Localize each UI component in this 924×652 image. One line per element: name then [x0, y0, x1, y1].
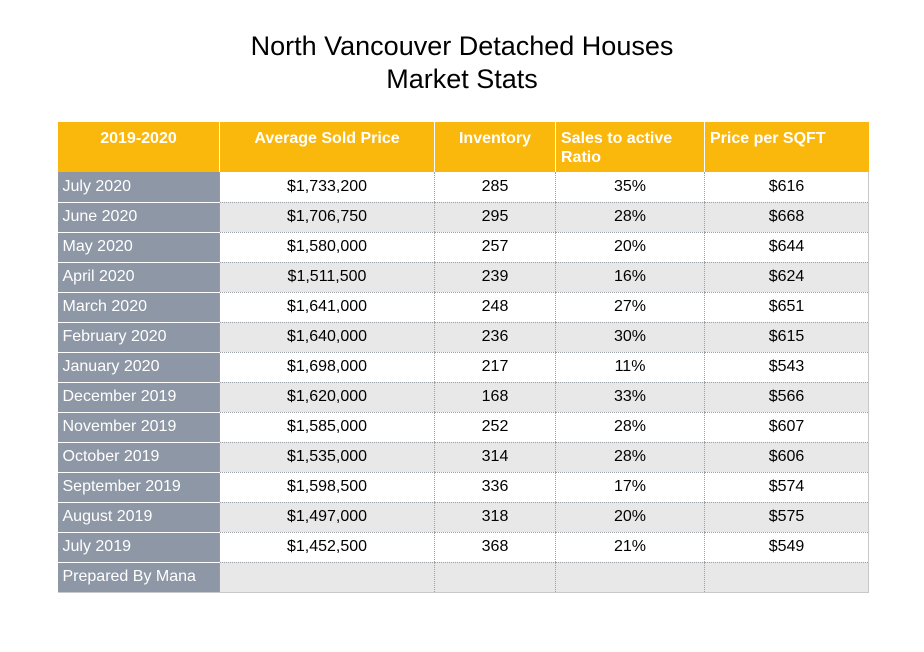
table-cell: 285 — [434, 172, 556, 203]
table-cell: $1,733,200 — [219, 172, 435, 203]
table-cell: 217 — [434, 352, 556, 383]
table-cell: 35% — [555, 172, 705, 203]
table-body: July 2020 $1,733,200 285 35% $616 June 2020 $1… — [57, 172, 869, 593]
table-row: July 2019 $1,452,500 368 21% $549 — [57, 532, 869, 563]
table-cell: $624 — [704, 262, 869, 293]
table-cell: 314 — [434, 442, 556, 473]
table-row: June 2020 $1,706,750 295 28% $668 — [57, 202, 869, 233]
title-line-1: North Vancouver Detached Houses — [250, 31, 674, 61]
row-label: April 2020 — [57, 262, 220, 293]
column-header: Price per SQFT — [704, 122, 869, 172]
table-row: May 2020 $1,580,000 257 20% $644 — [57, 232, 869, 263]
table-cell: $1,452,500 — [219, 532, 435, 563]
market-stats-table: 2019-2020 Average Sold Price Inventory S… — [57, 122, 869, 593]
table-cell: 28% — [555, 412, 705, 443]
table-cell: 28% — [555, 202, 705, 233]
title-line-2: Market Stats — [386, 64, 538, 94]
table-cell: 11% — [555, 352, 705, 383]
table-cell: 248 — [434, 292, 556, 323]
footer-row: Prepared By Mana — [57, 562, 869, 593]
table-row: January 2020 $1,698,000 217 11% $543 — [57, 352, 869, 383]
column-header: Sales to active Ratio — [555, 122, 705, 172]
table-cell: 168 — [434, 382, 556, 413]
table-cell: $574 — [704, 472, 869, 503]
table-cell: $668 — [704, 202, 869, 233]
table-cell: 257 — [434, 232, 556, 263]
table-row: September 2019 $1,598,500 336 17% $574 — [57, 472, 869, 503]
table-cell: $1,698,000 — [219, 352, 435, 383]
table-row: March 2020 $1,641,000 248 27% $651 — [57, 292, 869, 323]
row-label: March 2020 — [57, 292, 220, 323]
table-cell: $1,535,000 — [219, 442, 435, 473]
table-cell: 27% — [555, 292, 705, 323]
table-row: November 2019 $1,585,000 252 28% $607 — [57, 412, 869, 443]
table-cell: 16% — [555, 262, 705, 293]
row-label: December 2019 — [57, 382, 220, 413]
table-row: February 2020 $1,640,000 236 30% $615 — [57, 322, 869, 353]
table-cell: 21% — [555, 532, 705, 563]
table-cell: $651 — [704, 292, 869, 323]
table-cell: 30% — [555, 322, 705, 353]
table-cell: $1,585,000 — [219, 412, 435, 443]
column-header: Average Sold Price — [219, 122, 435, 172]
table-cell: 20% — [555, 502, 705, 533]
empty-cell — [434, 562, 556, 593]
table-row: August 2019 $1,497,000 318 20% $575 — [57, 502, 869, 533]
column-header: Inventory — [434, 122, 556, 172]
column-header: 2019-2020 — [57, 122, 220, 172]
table-cell: 368 — [434, 532, 556, 563]
table-cell: $1,641,000 — [219, 292, 435, 323]
row-label: July 2020 — [57, 172, 220, 203]
empty-cell — [219, 562, 435, 593]
table-row: December 2019 $1,620,000 168 33% $566 — [57, 382, 869, 413]
table-cell: 295 — [434, 202, 556, 233]
row-label: February 2020 — [57, 322, 220, 353]
table-cell: 17% — [555, 472, 705, 503]
table-cell: $616 — [704, 172, 869, 203]
empty-cell — [555, 562, 705, 593]
table-cell: $615 — [704, 322, 869, 353]
row-label: September 2019 — [57, 472, 220, 503]
row-label: January 2020 — [57, 352, 220, 383]
table-cell: $1,620,000 — [219, 382, 435, 413]
table-row: July 2020 $1,733,200 285 35% $616 — [57, 172, 869, 203]
table-cell: $607 — [704, 412, 869, 443]
table-cell: $575 — [704, 502, 869, 533]
empty-cell — [704, 562, 869, 593]
table-cell: $1,511,500 — [219, 262, 435, 293]
table-cell: 336 — [434, 472, 556, 503]
row-label: August 2019 — [57, 502, 220, 533]
row-label: May 2020 — [57, 232, 220, 263]
table-cell: $606 — [704, 442, 869, 473]
table-cell: $1,497,000 — [219, 502, 435, 533]
table-cell: 318 — [434, 502, 556, 533]
chart-title: North Vancouver Detached Houses Market S… — [0, 30, 924, 96]
row-label: November 2019 — [57, 412, 220, 443]
row-label: October 2019 — [57, 442, 220, 473]
table-cell: $566 — [704, 382, 869, 413]
table-cell: $1,640,000 — [219, 322, 435, 353]
table-cell: 20% — [555, 232, 705, 263]
table-cell: $543 — [704, 352, 869, 383]
table-row: October 2019 $1,535,000 314 28% $606 — [57, 442, 869, 473]
table-cell: $1,598,500 — [219, 472, 435, 503]
table-row: April 2020 $1,511,500 239 16% $624 — [57, 262, 869, 293]
row-label: July 2019 — [57, 532, 220, 563]
row-label: June 2020 — [57, 202, 220, 233]
footer-label: Prepared By Mana — [57, 562, 220, 593]
table-cell: 239 — [434, 262, 556, 293]
table-cell: $1,580,000 — [219, 232, 435, 263]
table-cell: 252 — [434, 412, 556, 443]
header-row: 2019-2020 Average Sold Price Inventory S… — [57, 122, 869, 172]
table-cell: $549 — [704, 532, 869, 563]
table-cell: 236 — [434, 322, 556, 353]
table-cell: 33% — [555, 382, 705, 413]
table-cell: $1,706,750 — [219, 202, 435, 233]
table-cell: 28% — [555, 442, 705, 473]
table-cell: $644 — [704, 232, 869, 263]
